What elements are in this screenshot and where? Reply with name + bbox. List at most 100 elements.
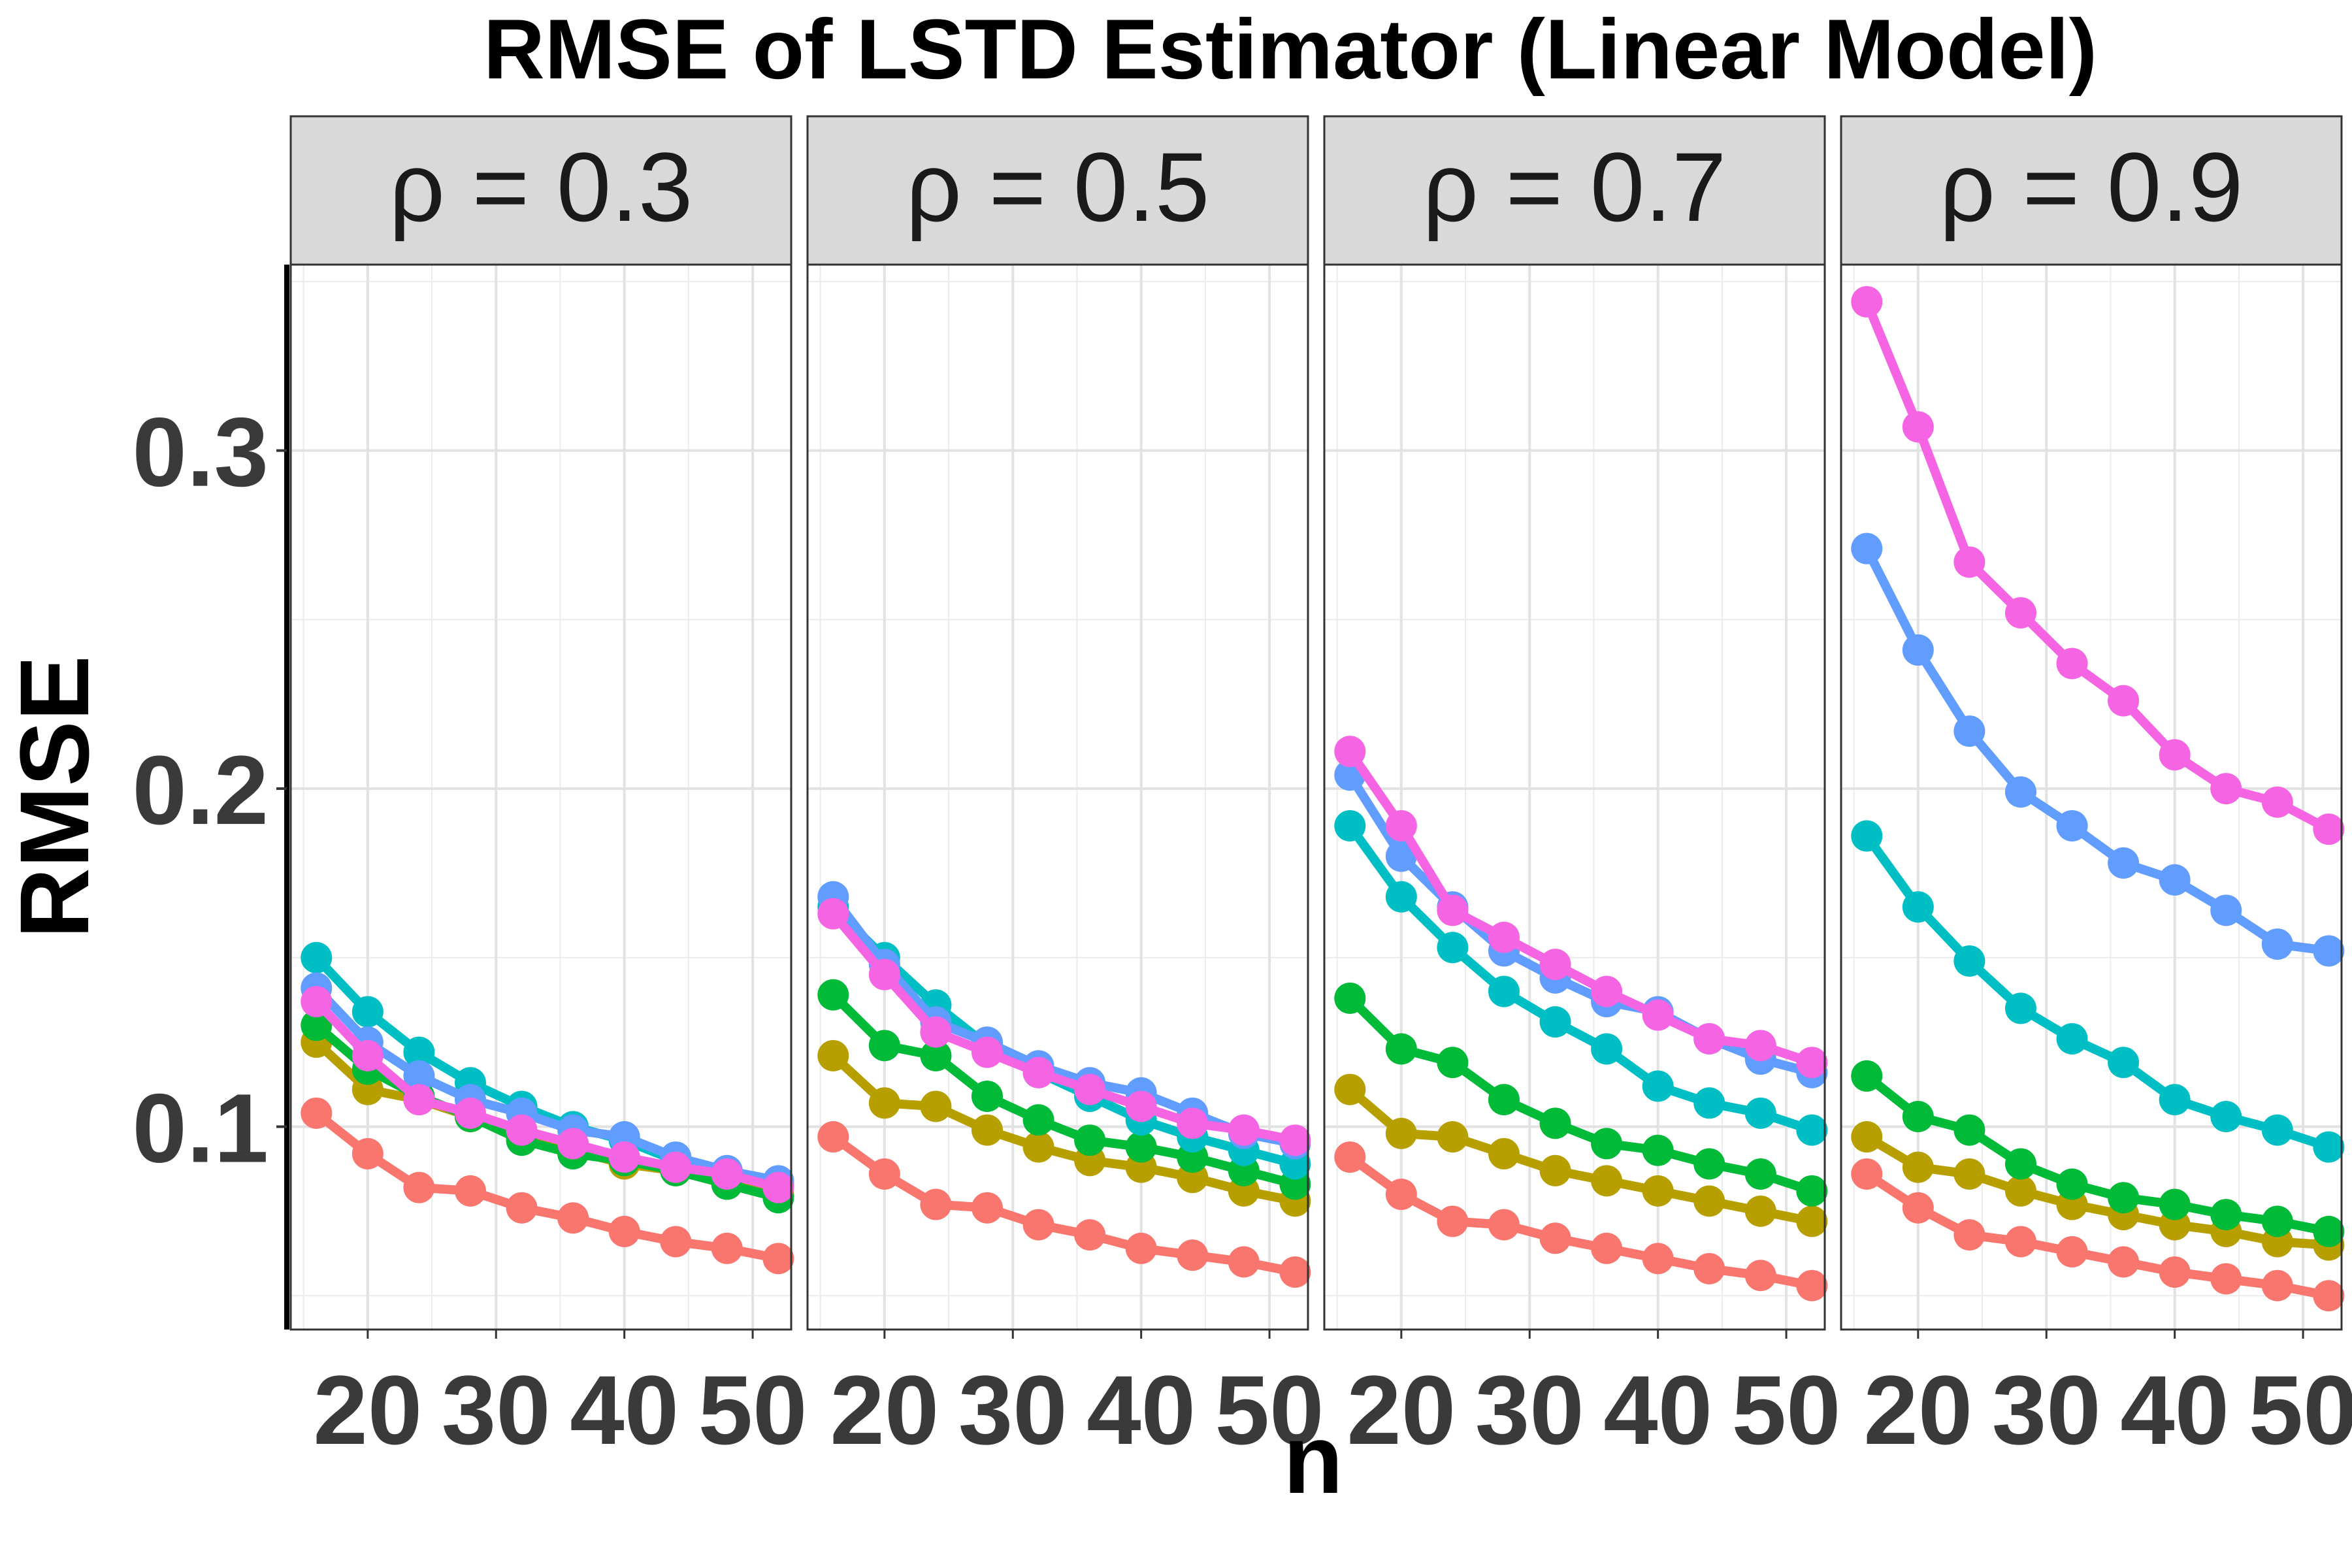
data-point (506, 1114, 538, 1146)
data-point (1488, 1137, 1520, 1169)
data-point (868, 1087, 900, 1119)
data-point (1334, 1141, 1366, 1173)
data-point (2108, 847, 2140, 879)
series-line (1345, 747, 1817, 1068)
data-point (1953, 715, 1985, 747)
data-point (762, 1171, 794, 1203)
data-point (920, 1090, 952, 1122)
x-tick-label: 40 (570, 1355, 679, 1465)
data-point (1642, 1243, 1674, 1275)
panel-border (806, 263, 1309, 1331)
series (301, 986, 794, 1203)
series-line (828, 909, 1300, 1145)
x-tick-label: 50 (698, 1355, 808, 1465)
data-point (403, 1171, 435, 1203)
x-tick-label: 20 (313, 1355, 422, 1465)
facet-strip (1840, 115, 2343, 266)
data-point (971, 1080, 1003, 1112)
data-point (1693, 1185, 1725, 1217)
data-point (660, 1151, 692, 1183)
data-point (1642, 999, 1674, 1031)
data-point (1851, 1158, 1883, 1190)
series (1851, 1060, 2345, 1247)
data-point (1125, 1131, 1157, 1163)
data-point (1488, 975, 1520, 1007)
data-point (1539, 1154, 1571, 1186)
data-point (2261, 1205, 2293, 1237)
plot-background (1324, 265, 1825, 1330)
data-point (1851, 1060, 1883, 1092)
data-point (2261, 786, 2293, 818)
series (817, 1121, 1311, 1288)
data-point (301, 986, 333, 1018)
data-point (1385, 1033, 1417, 1065)
data-point (1385, 1117, 1417, 1149)
data-point (1437, 1047, 1469, 1079)
data-point (1437, 894, 1469, 926)
data-point (1902, 1151, 1934, 1183)
data-point (2108, 1047, 2140, 1079)
data-point (1334, 982, 1366, 1014)
series (817, 898, 1311, 1156)
series-line (312, 1108, 783, 1264)
data-point (2056, 1168, 2088, 1200)
data-point (2261, 1269, 2293, 1301)
series (1851, 286, 2345, 845)
data-point (1177, 1107, 1209, 1139)
data-point (1022, 1056, 1054, 1088)
data-point (1437, 1121, 1469, 1153)
data-point (1693, 1148, 1725, 1180)
y-tick-label: 0.1 (132, 1073, 269, 1183)
data-point (817, 1121, 849, 1153)
series-line (828, 1051, 1300, 1206)
data-point (2210, 773, 2242, 805)
y-axis: 0.1 0.2 0.3 (132, 265, 289, 1330)
data-point (920, 1188, 952, 1220)
data-point (1539, 1006, 1571, 1038)
data-point (1796, 1269, 1828, 1301)
data-point (1437, 1205, 1469, 1237)
data-point (1334, 1073, 1366, 1105)
data-point (506, 1192, 538, 1224)
data-point (1902, 411, 1934, 443)
data-point (2159, 1188, 2191, 1220)
data-point (1074, 1073, 1106, 1105)
data-point (608, 1141, 640, 1173)
data-point (1953, 1114, 1985, 1146)
data-point (2210, 1101, 2242, 1132)
series-line (1345, 1085, 1817, 1226)
data-point (2004, 776, 2036, 808)
data-point (2313, 813, 2345, 845)
data-point (301, 941, 333, 973)
data-point (2004, 1148, 2036, 1180)
facet-strip-label: ρ = 0.9 (1940, 132, 2244, 242)
data-point (2159, 864, 2191, 896)
data-point (1796, 1175, 1828, 1207)
data-point (971, 1114, 1003, 1146)
data-point (817, 898, 849, 930)
data-point (2056, 1022, 2088, 1054)
series-line (1345, 993, 1817, 1196)
series-line (1345, 821, 1817, 1135)
data-point (1385, 840, 1417, 872)
data-point (1488, 1209, 1520, 1241)
data-point (2210, 1263, 2242, 1295)
data-point (1744, 1030, 1776, 1062)
series-line (1862, 544, 2334, 956)
x-tick-label: 30 (958, 1355, 1068, 1465)
facet-strip-label: ρ = 0.5 (906, 132, 1210, 242)
data-point (2313, 1131, 2345, 1163)
data-point (1902, 1101, 1934, 1132)
data-point (1334, 736, 1366, 768)
data-point (301, 1009, 333, 1041)
data-point (1539, 949, 1571, 981)
data-point (1591, 1033, 1623, 1065)
data-point (2159, 1256, 2191, 1288)
data-point (1591, 1165, 1623, 1197)
data-point (2159, 1084, 2191, 1116)
data-point (660, 1226, 692, 1258)
data-point (351, 1039, 384, 1071)
data-point (2210, 894, 2242, 926)
data-point (1125, 1090, 1157, 1122)
series (1851, 532, 2345, 967)
